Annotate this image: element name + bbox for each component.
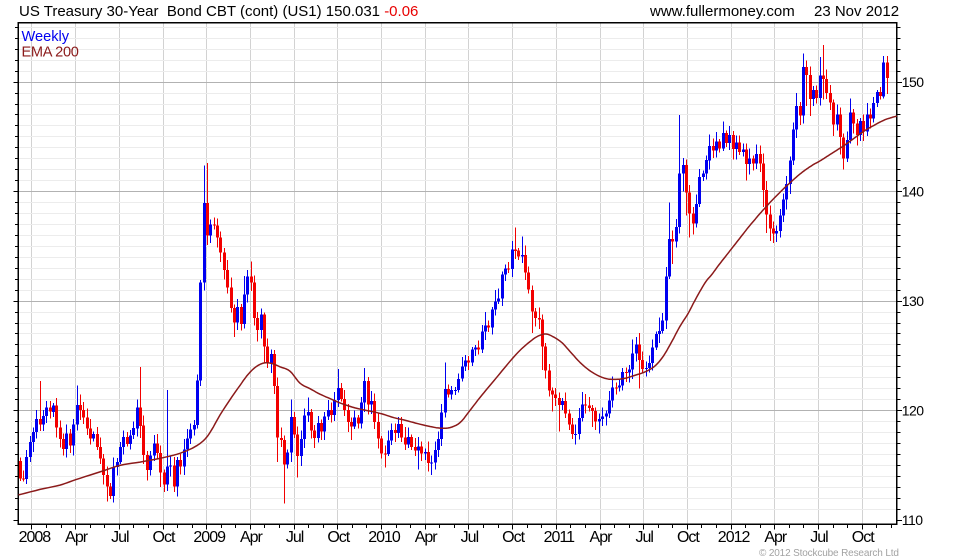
svg-text:2009: 2009 <box>193 529 226 546</box>
svg-text:Jul: Jul <box>635 529 653 546</box>
svg-text:Jul: Jul <box>461 529 479 546</box>
svg-text:Oct: Oct <box>502 529 525 546</box>
svg-text:Jul: Jul <box>111 529 129 546</box>
svg-text:Jul: Jul <box>286 529 304 546</box>
svg-text:Oct: Oct <box>677 529 700 546</box>
svg-text:140: 140 <box>902 184 924 200</box>
svg-text:Weekly: Weekly <box>22 29 70 45</box>
svg-text:www.fullermoney.com: www.fullermoney.com <box>649 3 795 20</box>
svg-text:Oct: Oct <box>852 529 875 546</box>
svg-text:Apr: Apr <box>764 529 788 546</box>
svg-text:2012: 2012 <box>718 529 751 546</box>
svg-text:© 2012 Stockcube Research Ltd: © 2012 Stockcube Research Ltd <box>759 548 899 559</box>
svg-text:2011: 2011 <box>544 529 576 546</box>
svg-text:Apr: Apr <box>590 529 614 546</box>
svg-text:110: 110 <box>902 512 923 528</box>
svg-text:Oct: Oct <box>327 529 350 546</box>
svg-text:US Treasury 30-Year Bond CBT: US Treasury 30-Year Bond CBT (cont) (US1… <box>19 3 418 20</box>
svg-text:150: 150 <box>902 74 924 90</box>
svg-text:23 Nov 2012: 23 Nov 2012 <box>814 3 899 20</box>
svg-text:Apr: Apr <box>65 529 89 546</box>
svg-text:130: 130 <box>902 293 924 309</box>
svg-text:Apr: Apr <box>240 529 264 546</box>
svg-text:120: 120 <box>902 403 924 419</box>
svg-text:2010: 2010 <box>368 529 401 546</box>
svg-text:EMA 200: EMA 200 <box>22 45 79 61</box>
svg-text:2008: 2008 <box>19 529 52 546</box>
svg-text:Oct: Oct <box>153 529 176 546</box>
svg-text:Apr: Apr <box>415 529 439 546</box>
svg-text:Jul: Jul <box>810 529 828 546</box>
